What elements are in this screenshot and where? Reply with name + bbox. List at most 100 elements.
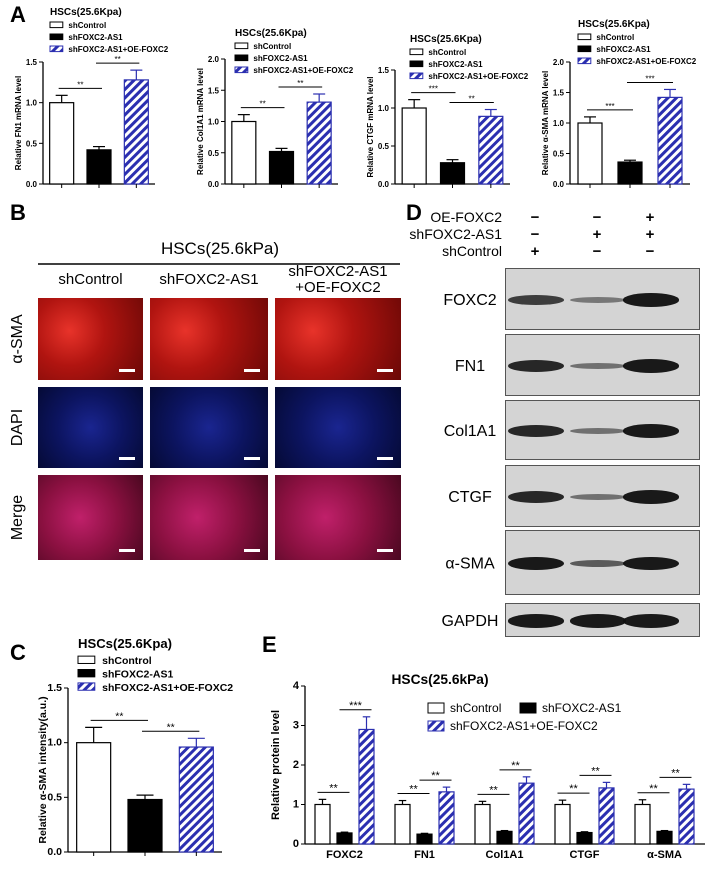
chart-6-sig-label: *** — [349, 700, 363, 712]
legend-label: shFOXC2-AS1+OE-FOXC2 — [68, 45, 168, 54]
scale-bar — [377, 369, 393, 372]
micrograph-sma — [275, 298, 401, 380]
chart-6-bar-1 — [656, 830, 673, 845]
legend-label: shFOXC2-AS1+OE-FOXC2 — [596, 57, 696, 66]
chart-2-tick-label: 0.0 — [208, 180, 220, 189]
blot-band — [570, 494, 626, 500]
panel-d-blot-label: GAPDH — [442, 613, 499, 630]
chart-6-bar-1 — [496, 830, 513, 845]
blot-band — [570, 428, 626, 434]
panel-letter-B: B — [10, 200, 26, 225]
chart-6-bar-1 — [416, 833, 433, 845]
scale-bar — [377, 549, 393, 552]
western-blot-FN1 — [505, 334, 700, 396]
chart-1-tick-label: 0.0 — [26, 180, 38, 189]
chart-2-bar — [268, 150, 295, 185]
micrograph-dapi — [38, 387, 143, 468]
chart-5-bar — [178, 746, 214, 853]
panel-letter-C: C — [10, 640, 26, 665]
chart-1-bar — [123, 79, 149, 185]
chart-6-bar-2 — [358, 728, 375, 845]
blot-band — [508, 425, 564, 437]
panel-d-blot-label: Col1A1 — [444, 423, 497, 440]
chart-3-bar — [401, 107, 427, 185]
chart-5-sig-label: ** — [167, 721, 175, 733]
scale-bar — [244, 457, 260, 460]
chart-6-tick-label: 3 — [293, 720, 299, 732]
chart-5-sig-label: ** — [115, 710, 123, 722]
chart-6-bar-2 — [438, 791, 455, 845]
legend-swatch — [427, 702, 445, 714]
legend-label: shControl — [102, 655, 152, 667]
panel-d-sign: − — [646, 243, 655, 260]
legend-label: shControl — [450, 701, 501, 715]
legend-swatch — [234, 54, 249, 62]
chart-4-bar — [657, 96, 683, 185]
chart-6-sig-label: ** — [569, 783, 578, 795]
panel-d-sign: + — [593, 226, 602, 243]
panel-b-row-label: α-SMA — [9, 314, 26, 364]
panel-b-column-label: shFOXC2-AS1 — [159, 271, 258, 288]
legend-swatch — [49, 21, 64, 29]
chart-6-bar-1 — [336, 832, 353, 845]
blot-band — [508, 295, 564, 305]
chart-6-bar-0 — [634, 803, 651, 845]
chart-5-tick-label: 0.0 — [47, 846, 62, 858]
chart-6-category-label: FOXC2 — [326, 849, 363, 861]
legend-label: shFOXC2-AS1 — [542, 701, 622, 715]
chart-6-sig-label: ** — [431, 770, 440, 782]
chart-4-sig-label: *** — [645, 74, 654, 83]
chart-6-title: HSCs(25.6kPa) — [391, 672, 488, 687]
micrograph-sma — [150, 298, 268, 380]
chart-4-tick-label: 0.5 — [553, 150, 565, 159]
western-blot-α-SMA — [505, 530, 700, 595]
legend-label: shFOXC2-AS1 — [253, 54, 308, 63]
chart-3-tick-label: 1.0 — [378, 104, 390, 113]
micrograph-merge — [150, 475, 268, 560]
panel-d-condition-label: shFOXC2-AS1 — [409, 226, 502, 242]
chart-4-sig-label: *** — [605, 102, 614, 111]
panel-d-sign: − — [593, 209, 602, 226]
legend-label: shFOXC2-AS1+OE-FOXC2 — [450, 719, 598, 733]
chart-1-ylabel: Relative FN1 mRNA level — [14, 76, 23, 170]
blot-band — [623, 490, 679, 504]
legend-label: shFOXC2-AS1 — [596, 45, 651, 54]
legend-swatch — [409, 48, 424, 56]
chart-3-ylabel: Relative CTGF mRNA level — [366, 76, 375, 177]
panel-d-sign: − — [593, 243, 602, 260]
chart-4-bar — [577, 122, 603, 185]
legend-label: shFOXC2-AS1 — [428, 60, 483, 69]
chart-6-category-label: α-SMA — [647, 849, 682, 861]
chart-5-ylabel: Relative α-SMA intensity(a.u.) — [37, 696, 49, 843]
legend-swatch — [577, 33, 592, 41]
micrograph-sma — [38, 298, 143, 380]
chart-1-sig-label: ** — [77, 80, 83, 89]
chart-6-category-label: CTGF — [570, 849, 600, 861]
legend-swatch — [49, 45, 64, 53]
chart-5-tick-label: 0.5 — [47, 791, 62, 803]
chart-6-category-label: FN1 — [414, 849, 435, 861]
chart-6-sig-label: ** — [409, 784, 418, 796]
panel-b-column-label: +OE-FOXC2 — [295, 279, 380, 296]
chart-2-bar — [231, 120, 257, 185]
legend-label: shControl — [253, 42, 291, 51]
panel-d-blot-label: FN1 — [455, 358, 485, 375]
panel-b-row-label: DAPI — [9, 409, 26, 446]
chart-3-bar — [478, 115, 504, 185]
chart-6-sig-label: ** — [649, 783, 658, 795]
panel-d-sign: + — [531, 243, 540, 260]
legend-swatch — [77, 669, 96, 678]
panel-d-condition-label: OE-FOXC2 — [430, 209, 502, 225]
legend-label: shFOXC2-AS1+OE-FOXC2 — [428, 72, 528, 81]
scale-bar — [244, 369, 260, 372]
blot-band — [623, 614, 679, 628]
panel-letter-E: E — [262, 632, 277, 657]
chart-4-tick-label: 1.0 — [553, 119, 565, 128]
chart-4-ylabel: Relative α-SMA mRNA level — [541, 71, 550, 175]
chart-6-tick-label: 4 — [293, 680, 300, 692]
panel-d-blot-label: CTGF — [448, 489, 492, 506]
legend-label: shControl — [596, 33, 634, 42]
chart-1-title: HSCs(25.6Kpa) — [50, 7, 122, 18]
chart-5-tick-label: 1.5 — [47, 682, 62, 694]
